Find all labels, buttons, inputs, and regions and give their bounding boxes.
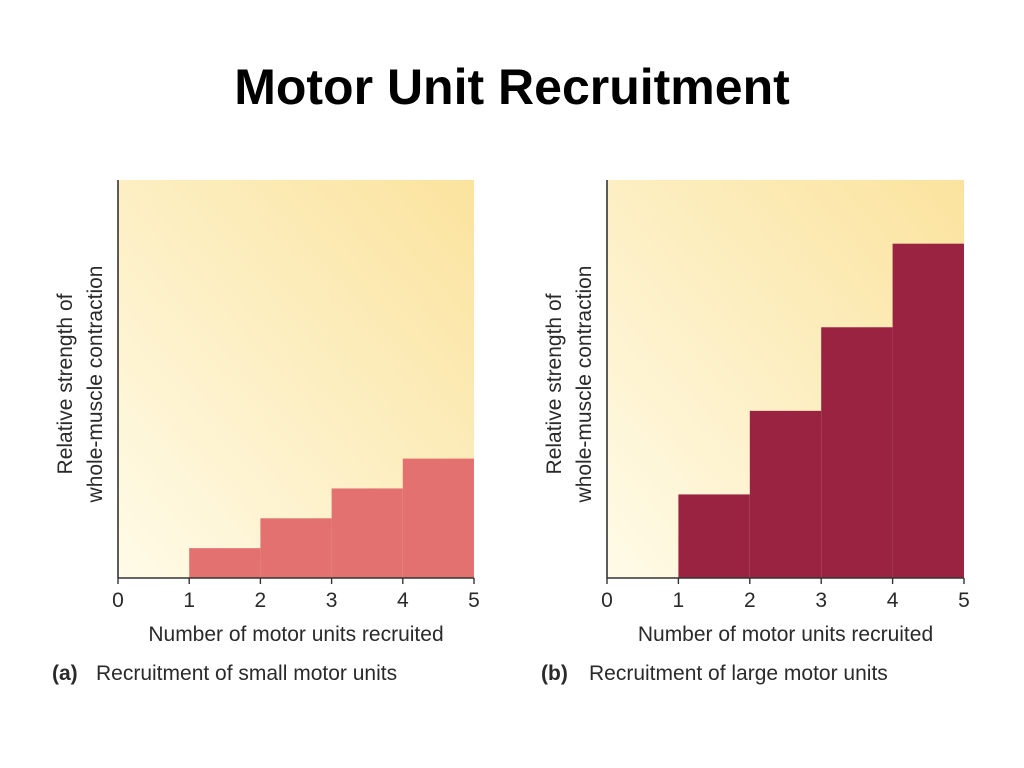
x-tick-label: 4 [887, 589, 899, 612]
x-tick-label: 3 [326, 589, 338, 612]
x-tick-label: 1 [673, 589, 685, 612]
y-axis-label-line: Relative strength of [54, 293, 77, 474]
panel-caption-text: Recruitment of large motor units [589, 662, 888, 685]
panel-caption-tag: (a) [52, 662, 78, 685]
x-tick-label: 2 [255, 589, 267, 612]
step-bar [892, 243, 964, 578]
slide-title: Motor Unit Recruitment [234, 59, 790, 115]
y-axis-label-line: Relative strength of [543, 293, 566, 474]
panel-caption-tag: (b) [541, 662, 568, 685]
step-bar [749, 410, 822, 578]
step-bar [189, 548, 261, 578]
step-bar [260, 518, 332, 578]
x-tick-label: 1 [183, 589, 195, 612]
chart-panel-1: 0 1 2 3 4 5 Number of motor units recruited Rel… [541, 180, 970, 685]
x-tick-label: 5 [958, 589, 970, 612]
chart-panel-0: 0 1 2 3 4 5 Number of motor units recruited Rel… [52, 180, 480, 685]
x-tick-label: 3 [815, 589, 827, 612]
step-bar [821, 327, 893, 578]
step-bar [402, 458, 474, 578]
x-tick-label: 0 [112, 589, 124, 612]
step-bar [331, 488, 403, 578]
x-tick-label: 0 [601, 589, 613, 612]
x-axis-label: Number of motor units recruited [148, 623, 443, 646]
y-axis-label-line: whole-muscle contraction [84, 266, 107, 504]
x-tick-label: 4 [397, 589, 409, 612]
x-axis-label: Number of motor units recruited [638, 623, 933, 646]
y-axis-label-line: whole-muscle contraction [573, 266, 596, 504]
step-bar [678, 494, 750, 578]
x-tick-label: 5 [468, 589, 480, 612]
x-tick-label: 2 [744, 589, 756, 612]
panel-caption-text: Recruitment of small motor units [96, 662, 397, 685]
